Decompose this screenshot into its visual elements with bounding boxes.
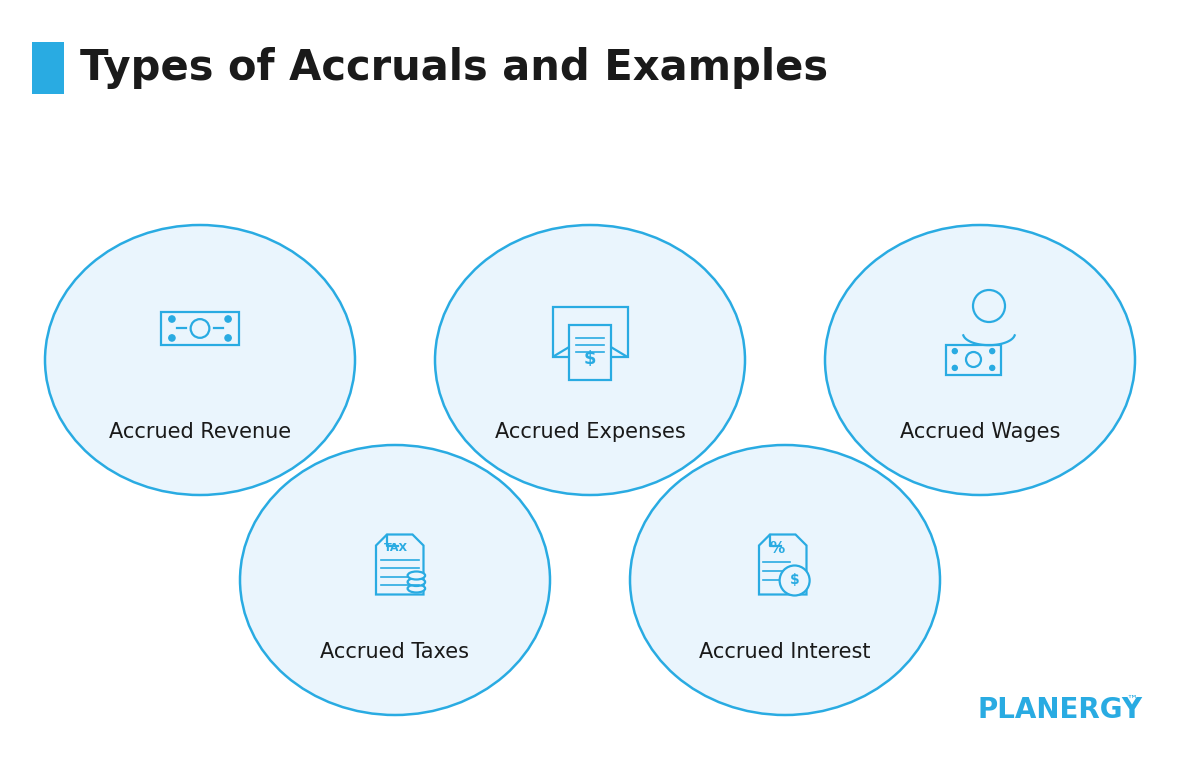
Text: %: % (769, 540, 785, 556)
Ellipse shape (408, 578, 425, 586)
FancyBboxPatch shape (569, 324, 611, 380)
Ellipse shape (826, 225, 1135, 495)
Circle shape (953, 365, 958, 371)
Text: Types of Accruals and Examples: Types of Accruals and Examples (80, 47, 828, 89)
Text: $: $ (790, 574, 799, 587)
Circle shape (780, 565, 810, 596)
Text: TAX: TAX (384, 543, 408, 553)
Circle shape (169, 316, 175, 322)
Ellipse shape (436, 225, 745, 495)
Text: Accrued Revenue: Accrued Revenue (109, 422, 292, 442)
Ellipse shape (408, 572, 425, 580)
Text: PLANERGY: PLANERGY (978, 696, 1142, 724)
Text: $: $ (583, 349, 596, 368)
Ellipse shape (630, 445, 940, 715)
Circle shape (990, 349, 995, 353)
Polygon shape (760, 534, 806, 594)
Text: ™: ™ (1127, 695, 1138, 705)
Circle shape (224, 335, 232, 341)
Ellipse shape (408, 584, 425, 593)
Circle shape (169, 335, 175, 341)
Circle shape (224, 316, 232, 322)
FancyBboxPatch shape (32, 42, 64, 94)
Circle shape (953, 349, 958, 353)
Circle shape (990, 365, 995, 371)
Polygon shape (376, 534, 424, 594)
Text: Accrued Wages: Accrued Wages (900, 422, 1060, 442)
Text: Accrued Taxes: Accrued Taxes (320, 642, 469, 662)
Text: Accrued Expenses: Accrued Expenses (494, 422, 685, 442)
Text: Accrued Interest: Accrued Interest (700, 642, 871, 662)
Ellipse shape (46, 225, 355, 495)
Ellipse shape (240, 445, 550, 715)
